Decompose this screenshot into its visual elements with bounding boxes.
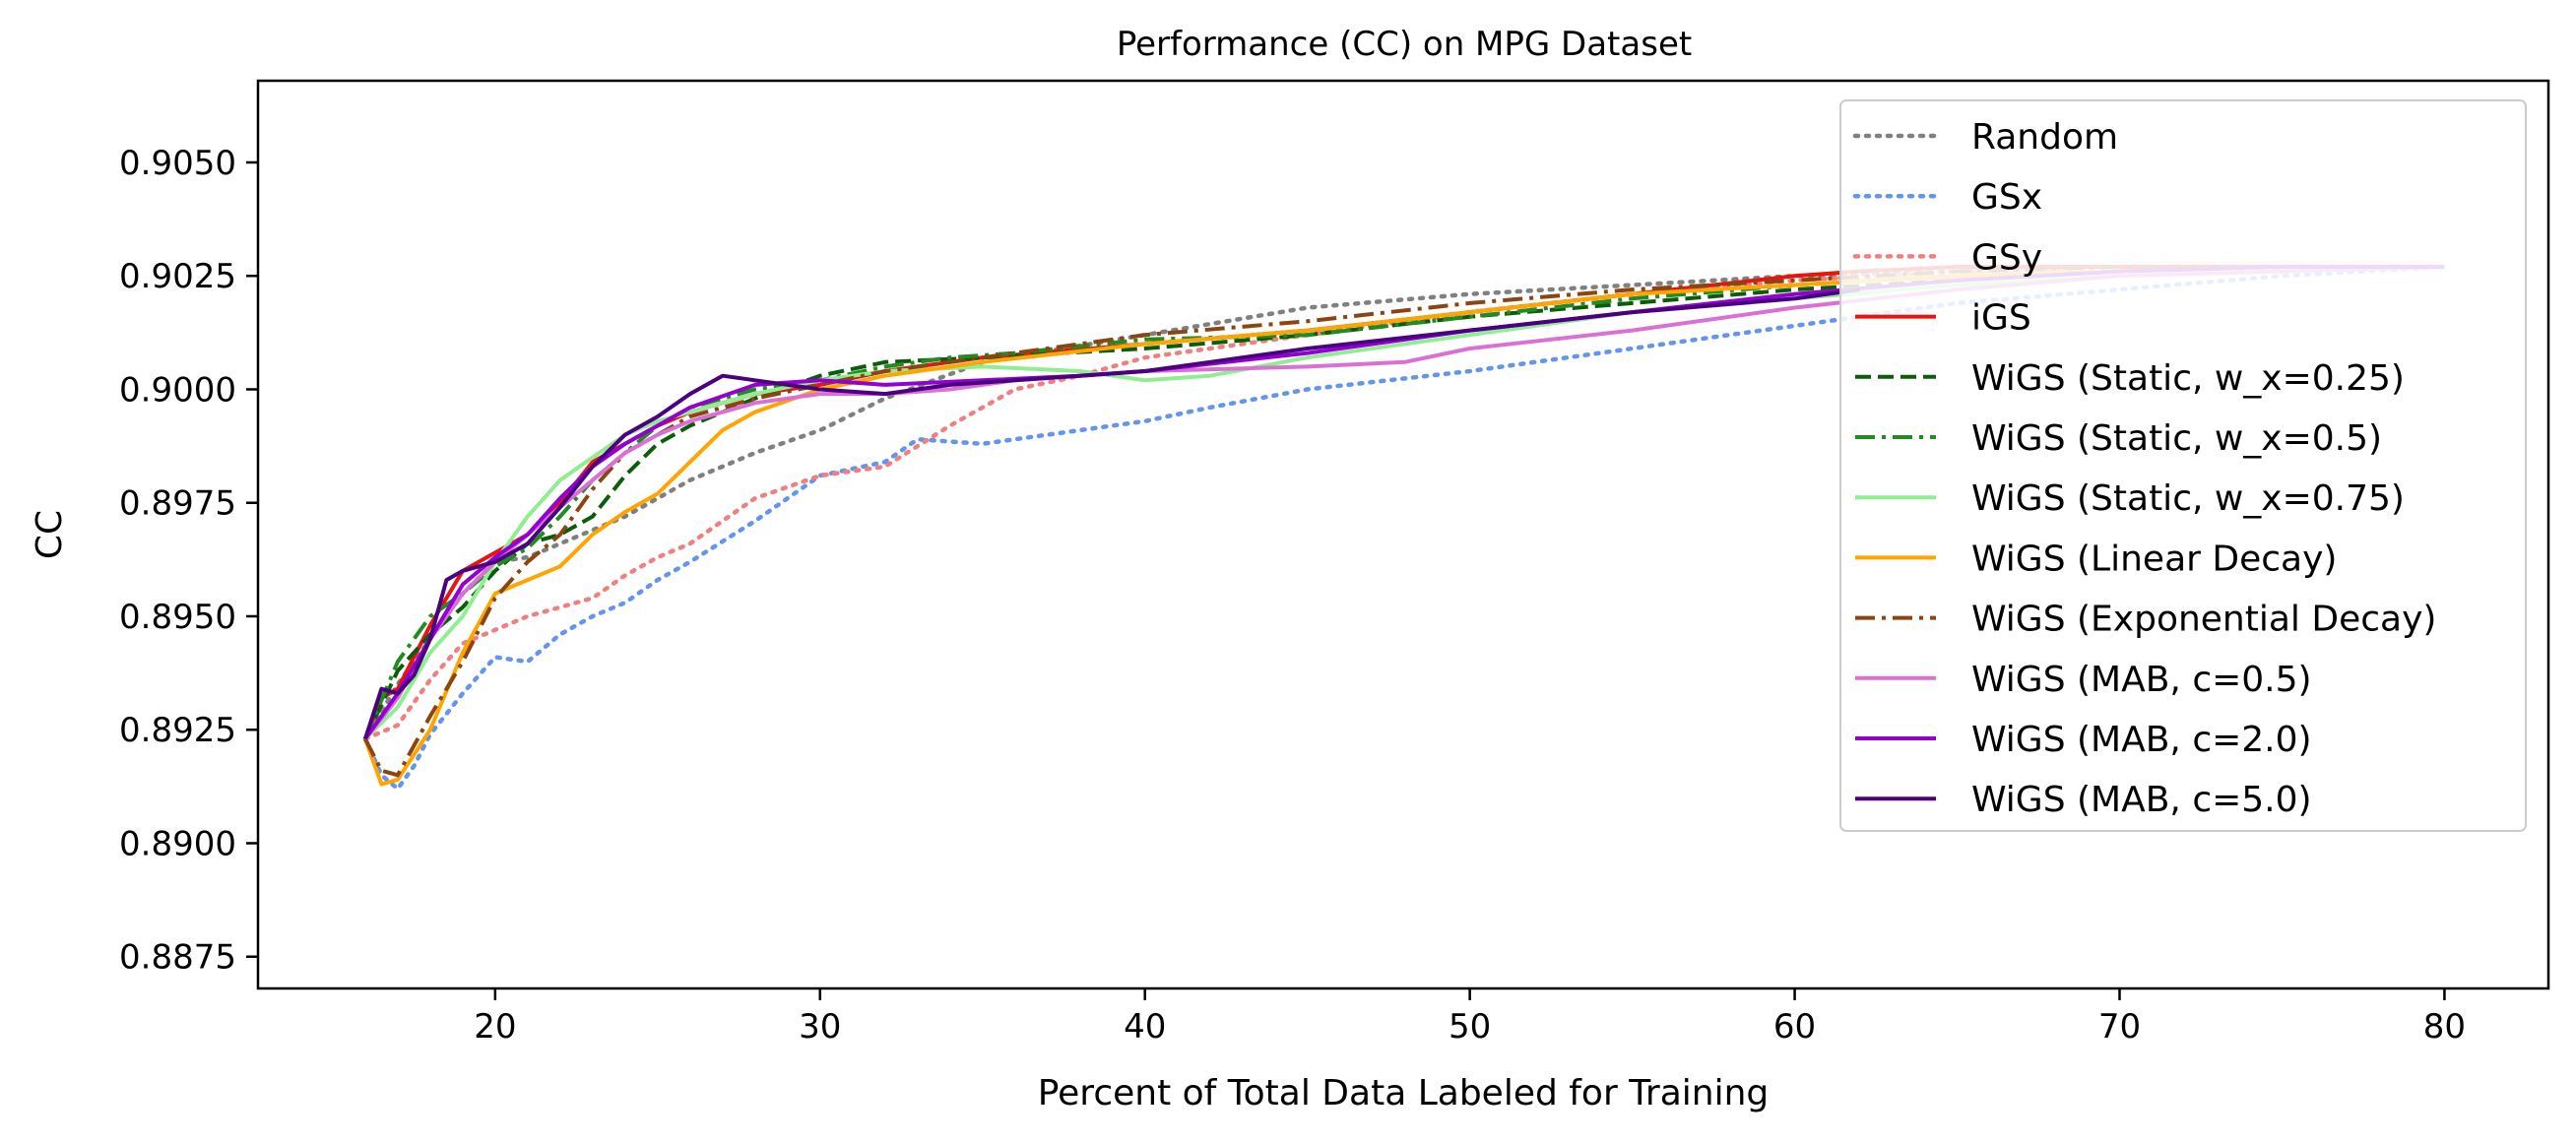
legend-label: GSx [1971, 177, 2042, 218]
legend-label: Random [1971, 117, 2118, 158]
plot-frame [256, 79, 2550, 990]
series-line-11 [362, 287, 1860, 740]
y-axis: 0.8875 0.8900 0.8925 0.8950 0.8975 0.9000 0.90… [119, 144, 258, 978]
y-tick-label: 0.9000 [119, 370, 236, 410]
legend: Random GSx GSy iGS WiGS (Static, w_x=0.25) Wi… [1839, 99, 2527, 832]
y-tick-label: 0.8975 [119, 484, 236, 524]
x-tick-label: 70 [2098, 1007, 2141, 1047]
legend-label: WiGS (Static, w_x=0.5) [1971, 418, 2382, 459]
x-axis: 20 30 40 50 60 70 80 [474, 988, 2466, 1047]
x-axis-title: Percent of Total Data Labeled for Traini… [1038, 1073, 1770, 1113]
series-layer [362, 264, 2447, 792]
y-axis-title: CC [30, 510, 70, 559]
chart-title: Performance (CC) on MPG Dataset [1117, 25, 1692, 64]
x-tick-label: 60 [1773, 1007, 1816, 1047]
series-line-10 [363, 265, 2445, 740]
legend-label: WiGS (Linear Decay) [1971, 539, 2337, 579]
y-tick-label: 0.9050 [119, 144, 236, 183]
series-line-7 [363, 265, 2445, 787]
y-tick-label: 0.8900 [119, 824, 236, 863]
series-line-1 [362, 264, 2447, 792]
y-tick-label: 0.8925 [119, 711, 236, 750]
legend-label: WiGS (MAB, c=5.0) [1971, 780, 2312, 820]
legend-box [1839, 99, 2527, 832]
y-tick-label: 0.8950 [119, 598, 236, 637]
legend-label: WiGS (MAB, c=2.0) [1971, 720, 2312, 760]
legend-label: WiGS (Static, w_x=0.25) [1971, 358, 2405, 399]
legend-label: WiGS (Static, w_x=0.75) [1971, 478, 2405, 519]
legend-label: WiGS (Exponential Decay) [1971, 600, 2436, 640]
y-tick-label: 0.9025 [119, 257, 236, 296]
x-tick-label: 20 [474, 1007, 516, 1047]
y-tick-label: 0.8875 [119, 938, 236, 978]
legend-label: GSy [1971, 237, 2042, 278]
x-tick-label: 30 [799, 1007, 841, 1047]
x-tick-label: 50 [1449, 1007, 1491, 1047]
legend-label: iGS [1971, 298, 2031, 339]
legend-label: WiGS (MAB, c=0.5) [1971, 660, 2312, 700]
x-tick-label: 40 [1124, 1007, 1166, 1047]
x-tick-label: 80 [2423, 1007, 2466, 1047]
